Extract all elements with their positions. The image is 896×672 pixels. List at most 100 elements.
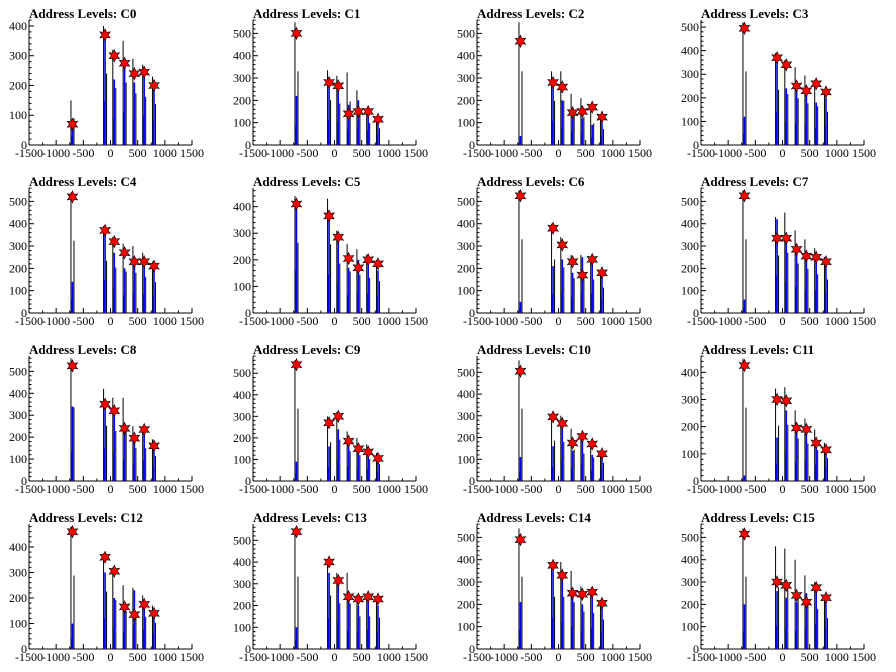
peak-marker [66,524,79,539]
x-tick-label: 0 [780,146,786,160]
panel-title: Address Levels: C13 [253,510,367,525]
peak-marker [738,21,751,36]
y-tick-label: 300 [233,71,251,85]
peak-marker [352,261,365,275]
peak-marker [372,257,384,271]
histogram-svg: Address Levels: C5 0 100 200 300 400 -1500 -100… [233,174,428,328]
x-tick-label: -1500 [687,314,715,328]
x-tick-label: -1500 [239,482,267,496]
histogram-svg: Address Levels: C14 0 100 200 300 400 500 -1500… [457,510,652,664]
y-tick-label: 100 [9,108,27,122]
peak-marker [800,595,813,609]
peak-marker [738,358,751,373]
peak-marker [576,104,589,119]
peak-marker [556,568,569,583]
x-tick-label: 0 [780,314,786,328]
y-tick-label: 400 [457,217,475,231]
peak-marker [514,189,527,203]
histogram-svg: Address Levels: C60100200300400500-1500-… [457,174,652,328]
panel-title: Address Levels: C9 [253,342,361,357]
x-tick-label: -1000 [490,650,518,664]
peak-marker [780,231,793,245]
y-tick-label: 300 [681,239,699,253]
y-tick-label: 400 [9,19,27,33]
peak-marker [332,409,345,424]
y-tick-label: 400 [9,217,27,231]
histogram-svg: Address Levels: C13 0 100 200 300 400 500 -1500… [233,510,428,664]
x-tick-label: 1500 [404,146,428,160]
y-tick-label: 500 [457,530,475,544]
peak-marker [138,254,151,269]
y-tick-label: 0 [21,642,27,656]
x-tick-label: -500 [520,650,542,664]
histogram-panel-4: Address Levels: C4 0 100 200 300 400 500 -1500-… [0,168,224,336]
peak-marker [290,197,303,211]
peak-marker [148,439,160,453]
x-tick-label: 1000 [601,482,625,496]
y-tick-label: 200 [233,253,251,267]
x-tick-label: 1000 [377,650,401,664]
x-tick-label: 500 [129,650,147,664]
x-tick-label: 1000 [601,650,625,664]
x-tick-label: 500 [129,482,147,496]
peak-marker [138,422,151,437]
y-tick-label: 0 [245,138,251,152]
x-tick-label: -1000 [266,650,294,664]
peak-marker [547,75,559,90]
peak-marker [332,573,345,588]
y-tick-label: 200 [9,591,27,605]
x-tick-label: 0 [556,650,562,664]
peak-marker [99,223,111,238]
peak-marker [332,230,345,244]
peak-marker [138,597,151,612]
peak-marker [323,75,335,90]
peak-marker [547,558,559,573]
panel-title: Address Levels: C10 [477,342,591,357]
y-tick-label: 200 [9,261,27,275]
histogram-panel-11: Address Levels: C11 0 100 200 300 400 -1500 -10… [672,336,896,504]
y-tick-label: 300 [681,67,699,81]
histogram-svg: Address Levels: C90100200300400500-1500-… [233,342,428,496]
peak-marker [586,252,599,267]
y-tick-label: 0 [469,642,475,656]
histogram-panel-12: Address Levels: C12 0 100 200 300 400 -1500 -10… [0,504,224,672]
x-tick-label: -500 [72,314,94,328]
x-tick-label: -1500 [463,650,491,664]
peak-marker [352,104,365,119]
peak-marker [372,451,384,466]
y-tick-label: 0 [21,474,27,488]
x-tick-label: 1500 [404,482,428,496]
peak-marker [290,357,303,372]
peak-marker [66,359,79,373]
peak-marker [820,443,832,457]
peak-marker [118,245,131,260]
x-tick-label: 500 [801,146,819,160]
y-tick-label: 0 [21,138,27,152]
peak-marker [148,606,160,621]
y-tick-label: 400 [9,386,27,400]
y-tick-label: 400 [681,553,699,567]
y-tick-label: 100 [457,284,475,298]
y-tick-label: 100 [9,284,27,298]
y-tick-label: 500 [9,194,27,208]
peak-marker [566,436,579,450]
x-tick-label: 500 [577,314,595,328]
peak-marker [586,437,599,451]
y-tick-label: 100 [457,116,475,130]
x-tick-label: -1500 [239,650,267,664]
panel-title: Address Levels: C4 [29,174,137,189]
x-tick-label: 1500 [404,650,428,664]
panel-title: Address Levels: C7 [701,174,809,189]
x-tick-label: -1000 [42,650,70,664]
x-tick-label: 500 [801,482,819,496]
x-tick-label: 1000 [153,146,177,160]
peak-marker [596,110,608,124]
x-tick-label: 1500 [404,314,428,328]
x-tick-label: 0 [556,482,562,496]
x-tick-label: 1000 [825,482,849,496]
y-tick-label: 400 [457,49,475,63]
peak-marker [810,580,823,595]
y-tick-label: 200 [9,430,27,444]
histogram-panel-7: Address Levels: C7 0 100 200 300 400 500 -1500-… [672,168,896,336]
y-tick-label: 500 [457,26,475,40]
